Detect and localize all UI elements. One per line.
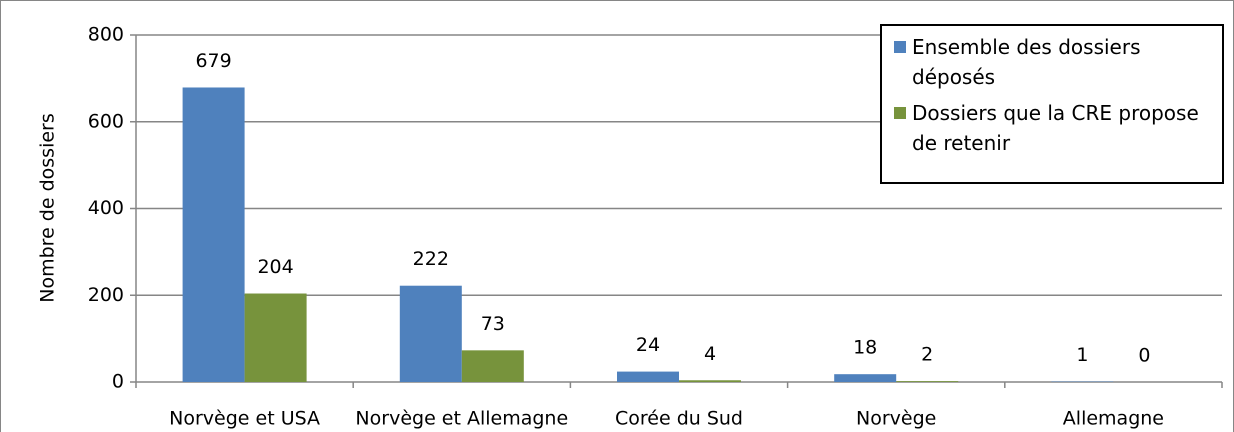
legend-swatch: [894, 41, 906, 53]
legend-text: Dossiers que la CRE propose de retenir: [912, 101, 1199, 155]
data-label: 2: [921, 344, 933, 366]
data-label: 204: [257, 256, 293, 278]
x-tick-label: Norvège et USA: [169, 408, 320, 430]
bar: [834, 374, 897, 382]
data-label: 222: [413, 248, 449, 270]
y-axis-label: Nombre de dossiers: [37, 113, 59, 302]
bar: [244, 293, 307, 382]
data-label: 18: [853, 337, 877, 359]
x-tick-label: Norvège: [856, 408, 936, 430]
bar: [182, 87, 245, 382]
bar: [461, 350, 524, 382]
data-label: 73: [481, 313, 505, 335]
data-label: 4: [704, 343, 716, 365]
bar: [399, 285, 462, 382]
legend-item: Ensemble des dossiers déposés: [894, 32, 1222, 92]
x-tick-label: Norvège et Allemagne: [355, 408, 568, 430]
data-label: 0: [1138, 345, 1150, 367]
y-tick-label: 0: [112, 371, 124, 393]
data-label: 1: [1076, 344, 1088, 366]
bar: [679, 380, 741, 382]
legend-text: Ensemble des dossiers déposés: [912, 35, 1141, 89]
bar: [896, 381, 959, 382]
x-tick-label: Allemagne: [1063, 408, 1164, 430]
legend: Ensemble des dossiers déposés Dossiers qu…: [880, 24, 1224, 184]
data-label: 24: [636, 334, 660, 356]
legend-swatch: [894, 107, 906, 119]
y-tick-label: 600: [88, 110, 124, 132]
y-tick-label: 400: [88, 197, 124, 219]
y-tick-label: 200: [88, 284, 124, 306]
legend-item: Dossiers que la CRE propose de retenir: [894, 98, 1222, 158]
y-tick-label: 800: [88, 24, 124, 46]
data-label: 679: [195, 50, 231, 72]
x-tick-label: Corée du Sud: [615, 408, 743, 430]
bar: [617, 371, 679, 382]
